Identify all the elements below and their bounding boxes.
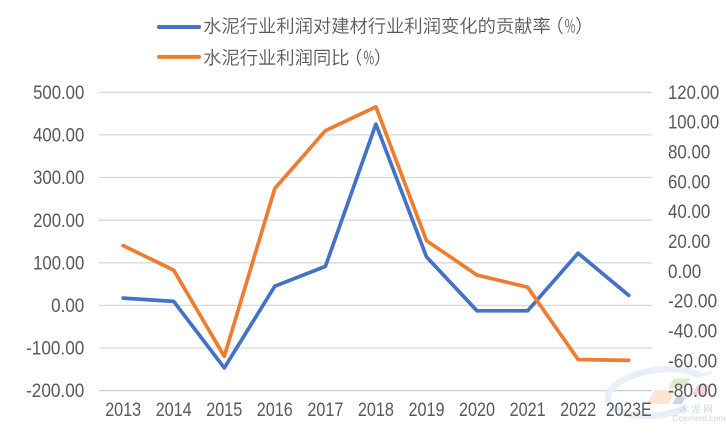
svg-text:300.00: 300.00: [33, 168, 84, 189]
svg-text:2016: 2016: [257, 400, 293, 421]
svg-text:-80.00: -80.00: [668, 381, 717, 402]
svg-text:100.00: 100.00: [668, 113, 719, 134]
svg-text:60.00: 60.00: [668, 172, 710, 193]
svg-text:2023E: 2023E: [606, 400, 652, 421]
svg-text:200.00: 200.00: [33, 211, 84, 232]
svg-text:-40.00: -40.00: [668, 322, 717, 343]
svg-text:2013: 2013: [105, 400, 141, 421]
svg-text:-200.00: -200.00: [26, 381, 84, 402]
svg-text:2014: 2014: [156, 400, 192, 421]
svg-text:Ccement.com: Ccement.com: [673, 413, 726, 423]
svg-text:500.00: 500.00: [33, 83, 84, 104]
svg-text:20.00: 20.00: [668, 232, 710, 253]
svg-text:2017: 2017: [307, 400, 343, 421]
svg-text:2019: 2019: [409, 400, 445, 421]
svg-text:120.00: 120.00: [668, 83, 719, 104]
svg-text:2018: 2018: [358, 400, 394, 421]
svg-text:2015: 2015: [206, 400, 242, 421]
svg-text:2021: 2021: [510, 400, 546, 421]
svg-text:2022: 2022: [560, 400, 596, 421]
svg-text:100.00: 100.00: [33, 253, 84, 274]
svg-text:400.00: 400.00: [33, 126, 84, 147]
svg-text:-20.00: -20.00: [668, 292, 717, 313]
svg-text:-100.00: -100.00: [26, 339, 84, 360]
svg-text:0.00: 0.00: [51, 296, 84, 317]
svg-text:80.00: 80.00: [668, 143, 710, 164]
svg-text:0.00: 0.00: [668, 262, 701, 283]
svg-text:2020: 2020: [459, 400, 495, 421]
svg-text:-60.00: -60.00: [668, 351, 717, 372]
svg-text:40.00: 40.00: [668, 202, 710, 223]
